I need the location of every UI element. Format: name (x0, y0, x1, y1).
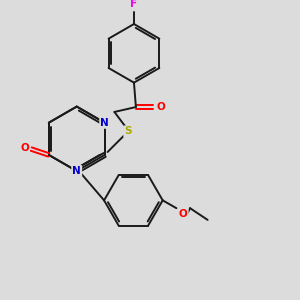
Text: O: O (20, 143, 29, 153)
Text: N: N (72, 166, 81, 176)
Text: S: S (124, 127, 132, 136)
Text: O: O (179, 209, 188, 219)
Text: O: O (157, 102, 166, 112)
Text: N: N (100, 118, 109, 128)
Text: F: F (130, 0, 137, 10)
